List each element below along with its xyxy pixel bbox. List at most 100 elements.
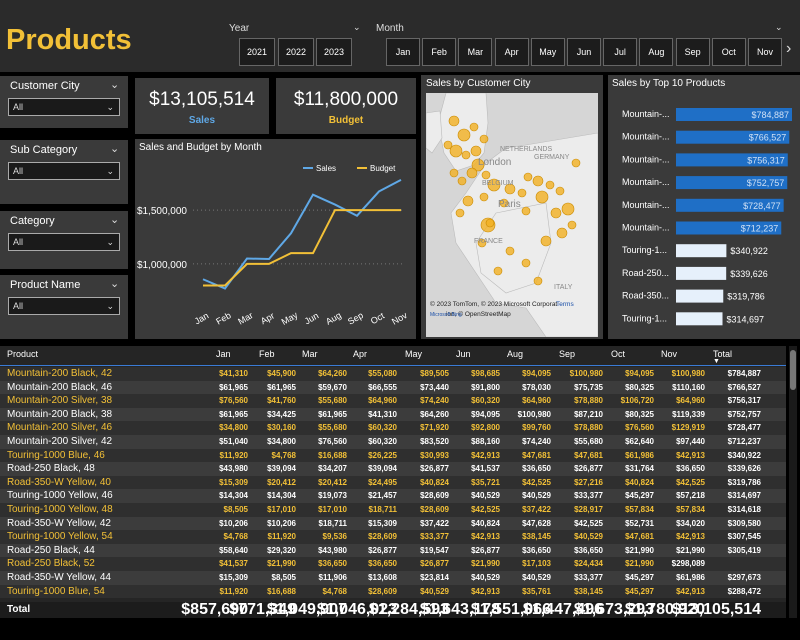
table-row[interactable]: Mountain-200 Silver, 38 $76,560 $41,760 $55… [0, 394, 786, 408]
city-bubble[interactable] [540, 235, 552, 247]
top10-bar[interactable] [676, 108, 792, 121]
city-bubble[interactable] [449, 144, 463, 158]
top10-bar[interactable] [676, 266, 727, 280]
column-header-oct[interactable]: Oct [611, 349, 626, 359]
table-row[interactable]: Mountain-200 Silver, 46 $34,800 $30,160 $55… [0, 421, 786, 435]
table-scrollbar[interactable] [789, 346, 797, 618]
top10-bar[interactable] [676, 153, 788, 167]
month-button-jul[interactable]: Jul [603, 38, 638, 66]
sales-line[interactable] [202, 178, 402, 290]
city-bubble[interactable] [466, 167, 478, 179]
customer-city-map[interactable]: London NETHERLANDS BELGIUM Paris FRANCE GERMA… [426, 93, 598, 337]
sub-category-dropdown[interactable]: All ⌄ [8, 162, 120, 180]
budget-line[interactable] [203, 209, 401, 287]
city-bubble[interactable] [561, 202, 575, 216]
city-bubble[interactable] [449, 168, 459, 178]
city-bubble[interactable] [462, 195, 474, 207]
top10-bar[interactable] [676, 221, 782, 235]
month-button-jun[interactable]: Jun [567, 38, 601, 66]
top10-bar[interactable] [676, 312, 723, 326]
table-row[interactable]: Mountain-200 Black, 38 $61,965 $34,425 $61,… [0, 407, 786, 422]
customer-city-chevron-down-icon[interactable]: ⌄ [110, 79, 120, 91]
city-bubble[interactable] [521, 206, 531, 216]
city-bubble[interactable] [457, 176, 467, 186]
year-button-2021[interactable]: 2021 [239, 38, 275, 66]
next-months-arrow-icon[interactable]: › [786, 40, 792, 57]
map-terms-link[interactable]: Terms [556, 301, 574, 308]
city-bubble[interactable] [533, 276, 543, 286]
category-chevron-down-icon[interactable]: ⌄ [110, 214, 120, 226]
month-button-may[interactable]: May [530, 38, 565, 66]
table-row[interactable]: Touring-1000 Yellow, 48 $8,505 $17,010 $17,… [0, 503, 786, 517]
column-header-mar[interactable]: Mar [302, 349, 318, 359]
city-bubble[interactable] [532, 175, 544, 187]
city-bubble[interactable] [535, 190, 549, 204]
table-row[interactable]: Road-350-W Yellow, 42 $10,206 $10,206 $18,7… [0, 516, 786, 531]
city-bubble[interactable] [505, 246, 515, 256]
column-header-jan[interactable]: Jan [216, 349, 231, 359]
city-bubble[interactable] [517, 188, 527, 198]
city-bubble[interactable] [479, 192, 489, 202]
category-dropdown[interactable]: All ⌄ [8, 233, 120, 251]
city-bubble[interactable] [457, 128, 471, 142]
table-row[interactable]: Touring-1000 Yellow, 54 $4,768 $11,920 $9,5… [0, 530, 786, 544]
table-row[interactable]: Road-350-W Yellow, 40 $15,309 $20,412 $20,4… [0, 475, 786, 490]
column-header-nov[interactable]: Nov [661, 349, 678, 359]
city-bubble[interactable] [470, 145, 482, 157]
month-button-apr[interactable]: Apr [494, 38, 529, 66]
city-bubble[interactable] [487, 178, 501, 192]
city-bubble[interactable] [461, 150, 471, 160]
city-bubble[interactable] [481, 170, 491, 180]
city-bubble[interactable] [448, 115, 460, 127]
customer-city-dropdown[interactable]: All ⌄ [8, 98, 120, 116]
sub-category-chevron-down-icon[interactable]: ⌄ [110, 143, 120, 155]
top10-bar[interactable] [676, 198, 784, 212]
table-row[interactable]: Road-250 Black, 44 $58,640 $29,320 $43,980 $… [0, 543, 786, 558]
month-chevron-down-icon[interactable]: ⌄ [775, 22, 783, 32]
city-bubble[interactable] [443, 140, 453, 150]
table-row[interactable]: Road-250 Black, 48 $43,980 $39,094 $34,207 $… [0, 462, 786, 476]
city-bubble[interactable] [504, 183, 516, 195]
city-bubble[interactable] [479, 134, 489, 144]
year-button-2023[interactable]: 2023 [316, 38, 352, 66]
table-scrollbar-thumb[interactable] [790, 350, 796, 390]
table-row[interactable]: Touring-1000 Yellow, 46 $14,304 $14,304 $19… [0, 489, 786, 503]
column-header-total[interactable]: Total [713, 349, 733, 359]
product-name-dropdown[interactable]: All ⌄ [8, 297, 120, 315]
month-button-oct[interactable]: Oct [711, 38, 746, 66]
table-row[interactable]: Mountain-200 Black, 46 $61,965 $61,965 $59,… [0, 380, 786, 395]
city-bubble[interactable] [485, 218, 495, 228]
city-bubble[interactable] [555, 186, 565, 196]
month-button-nov[interactable]: Nov [748, 38, 782, 66]
table-row[interactable]: Road-350-W Yellow, 44 $15,309 $8,505 $11,90… [0, 571, 786, 585]
table-row[interactable]: Touring-1000 Blue, 46 $11,920 $4,768 $16,68… [0, 448, 786, 463]
table-row[interactable]: Road-250 Black, 52 $41,537 $21,990 $36,650 $… [0, 557, 786, 571]
month-button-jan[interactable]: Jan [386, 38, 420, 66]
month-button-feb[interactable]: Feb [422, 38, 457, 66]
top10-bar[interactable] [676, 176, 788, 190]
top10-bar[interactable] [676, 244, 727, 258]
table-row[interactable]: Mountain-200 Silver, 42 $51,040 $34,800 $76… [0, 435, 786, 449]
year-button-2022[interactable]: 2022 [278, 38, 314, 66]
column-header-jun[interactable]: Jun [456, 349, 471, 359]
city-bubble[interactable] [469, 122, 479, 132]
city-bubble[interactable] [556, 227, 568, 239]
city-bubble[interactable] [493, 266, 503, 276]
top10-bar[interactable] [676, 289, 724, 303]
top10-bar[interactable] [676, 130, 790, 144]
table-row[interactable]: Touring-1000 Blue, 54 $11,920 $16,688 $4,76… [0, 584, 786, 599]
city-bubble[interactable] [571, 158, 581, 168]
column-header-sep[interactable]: Sep [559, 349, 576, 359]
month-button-sep[interactable]: Sep [675, 38, 710, 66]
column-header-aug[interactable]: Aug [507, 349, 524, 359]
city-bubble[interactable] [477, 238, 487, 248]
month-button-mar[interactable]: Mar [458, 38, 493, 66]
city-bubble[interactable] [567, 220, 577, 230]
city-bubble[interactable] [499, 198, 509, 208]
city-bubble[interactable] [523, 172, 533, 182]
city-bubble[interactable] [455, 208, 465, 218]
table-row[interactable]: Mountain-200 Black, 42 $41,310 $45,900 $64,… [0, 367, 786, 381]
column-header-product[interactable]: Product [7, 349, 39, 359]
sort-desc-icon[interactable]: ▼ [713, 358, 720, 365]
column-header-feb[interactable]: Feb [259, 349, 275, 359]
